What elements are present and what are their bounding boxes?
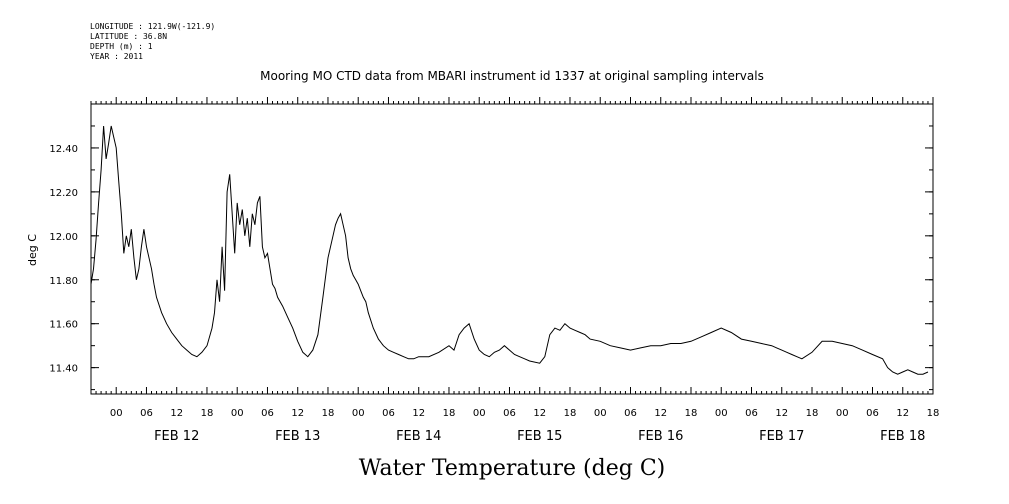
x-tick-label: 00	[231, 408, 244, 419]
day-label: FEB 16	[638, 429, 683, 444]
x-tick-label: 00	[715, 408, 728, 419]
x-tick-label: 12	[291, 408, 304, 419]
x-tick-label: 12	[654, 408, 667, 419]
x-tick-label: 18	[201, 408, 214, 419]
x-tick-label: 18	[443, 408, 456, 419]
y-tick-label: 12.20	[49, 188, 78, 199]
day-label: FEB 12	[154, 429, 199, 444]
x-tick-label: 06	[866, 408, 879, 419]
y-tick-label: 11.60	[49, 320, 78, 331]
x-axis-label: Water Temperature (deg C)	[359, 456, 666, 481]
x-tick-label: 18	[685, 408, 698, 419]
x-tick-label: 00	[836, 408, 849, 419]
x-tick-label: 00	[594, 408, 607, 419]
x-tick-label: 12	[775, 408, 788, 419]
day-label: FEB 18	[880, 429, 925, 444]
day-label: FEB 13	[275, 429, 320, 444]
y-axis-label: deg C	[26, 234, 39, 266]
x-tick-label: 18	[806, 408, 819, 419]
x-tick-label: 06	[745, 408, 758, 419]
x-axis: 00 06 12 18 00 06 12 18 00 06 12 18 00 06 12 18 00 06 12 18…	[110, 408, 940, 444]
y-axis: 11.40 11.60 11.80 12.00 12.20 12.40	[49, 125, 933, 391]
x-tick-label: 12	[412, 408, 425, 419]
x-tick-label: 06	[261, 408, 274, 419]
minor-ticks	[90, 97, 934, 394]
x-tick-label: 00	[473, 408, 486, 419]
y-tick-label: 12.00	[49, 232, 78, 243]
plot-frame	[90, 103, 934, 395]
meta-depth: DEPTH (m) : 1	[90, 42, 153, 51]
metadata-block: LONGITUDE : 121.9W(-121.9) LATITUDE : 36…	[90, 22, 215, 62]
chart-title: Mooring MO CTD data from MBARI instrumen…	[260, 69, 764, 83]
series-line	[90, 125, 929, 375]
day-label: FEB 14	[396, 429, 441, 444]
x-tick-label: 06	[624, 408, 637, 419]
meta-year: YEAR : 2011	[90, 52, 143, 61]
x-tick-label: 12	[896, 408, 909, 419]
y-tick-label: 12.40	[49, 144, 78, 155]
x-tick-label: 00	[352, 408, 365, 419]
x-tick-label: 12	[533, 408, 546, 419]
x-tick-label: 06	[382, 408, 395, 419]
meta-longitude: LONGITUDE : 121.9W(-121.9)	[90, 22, 216, 31]
x-tick-label: 06	[503, 408, 516, 419]
x-tick-label: 18	[564, 408, 577, 419]
x-tick-label: 12	[170, 408, 183, 419]
day-label: FEB 17	[759, 429, 804, 444]
x-tick-label: 06	[140, 408, 153, 419]
y-tick-label: 11.40	[49, 364, 78, 375]
x-tick-label: 00	[110, 408, 123, 419]
meta-latitude: LATITUDE : 36.8N	[90, 32, 168, 41]
day-label: FEB 15	[517, 429, 562, 444]
x-tick-label: 18	[322, 408, 335, 419]
x-tick-label: 18	[927, 408, 940, 419]
y-tick-label: 11.80	[49, 276, 78, 287]
